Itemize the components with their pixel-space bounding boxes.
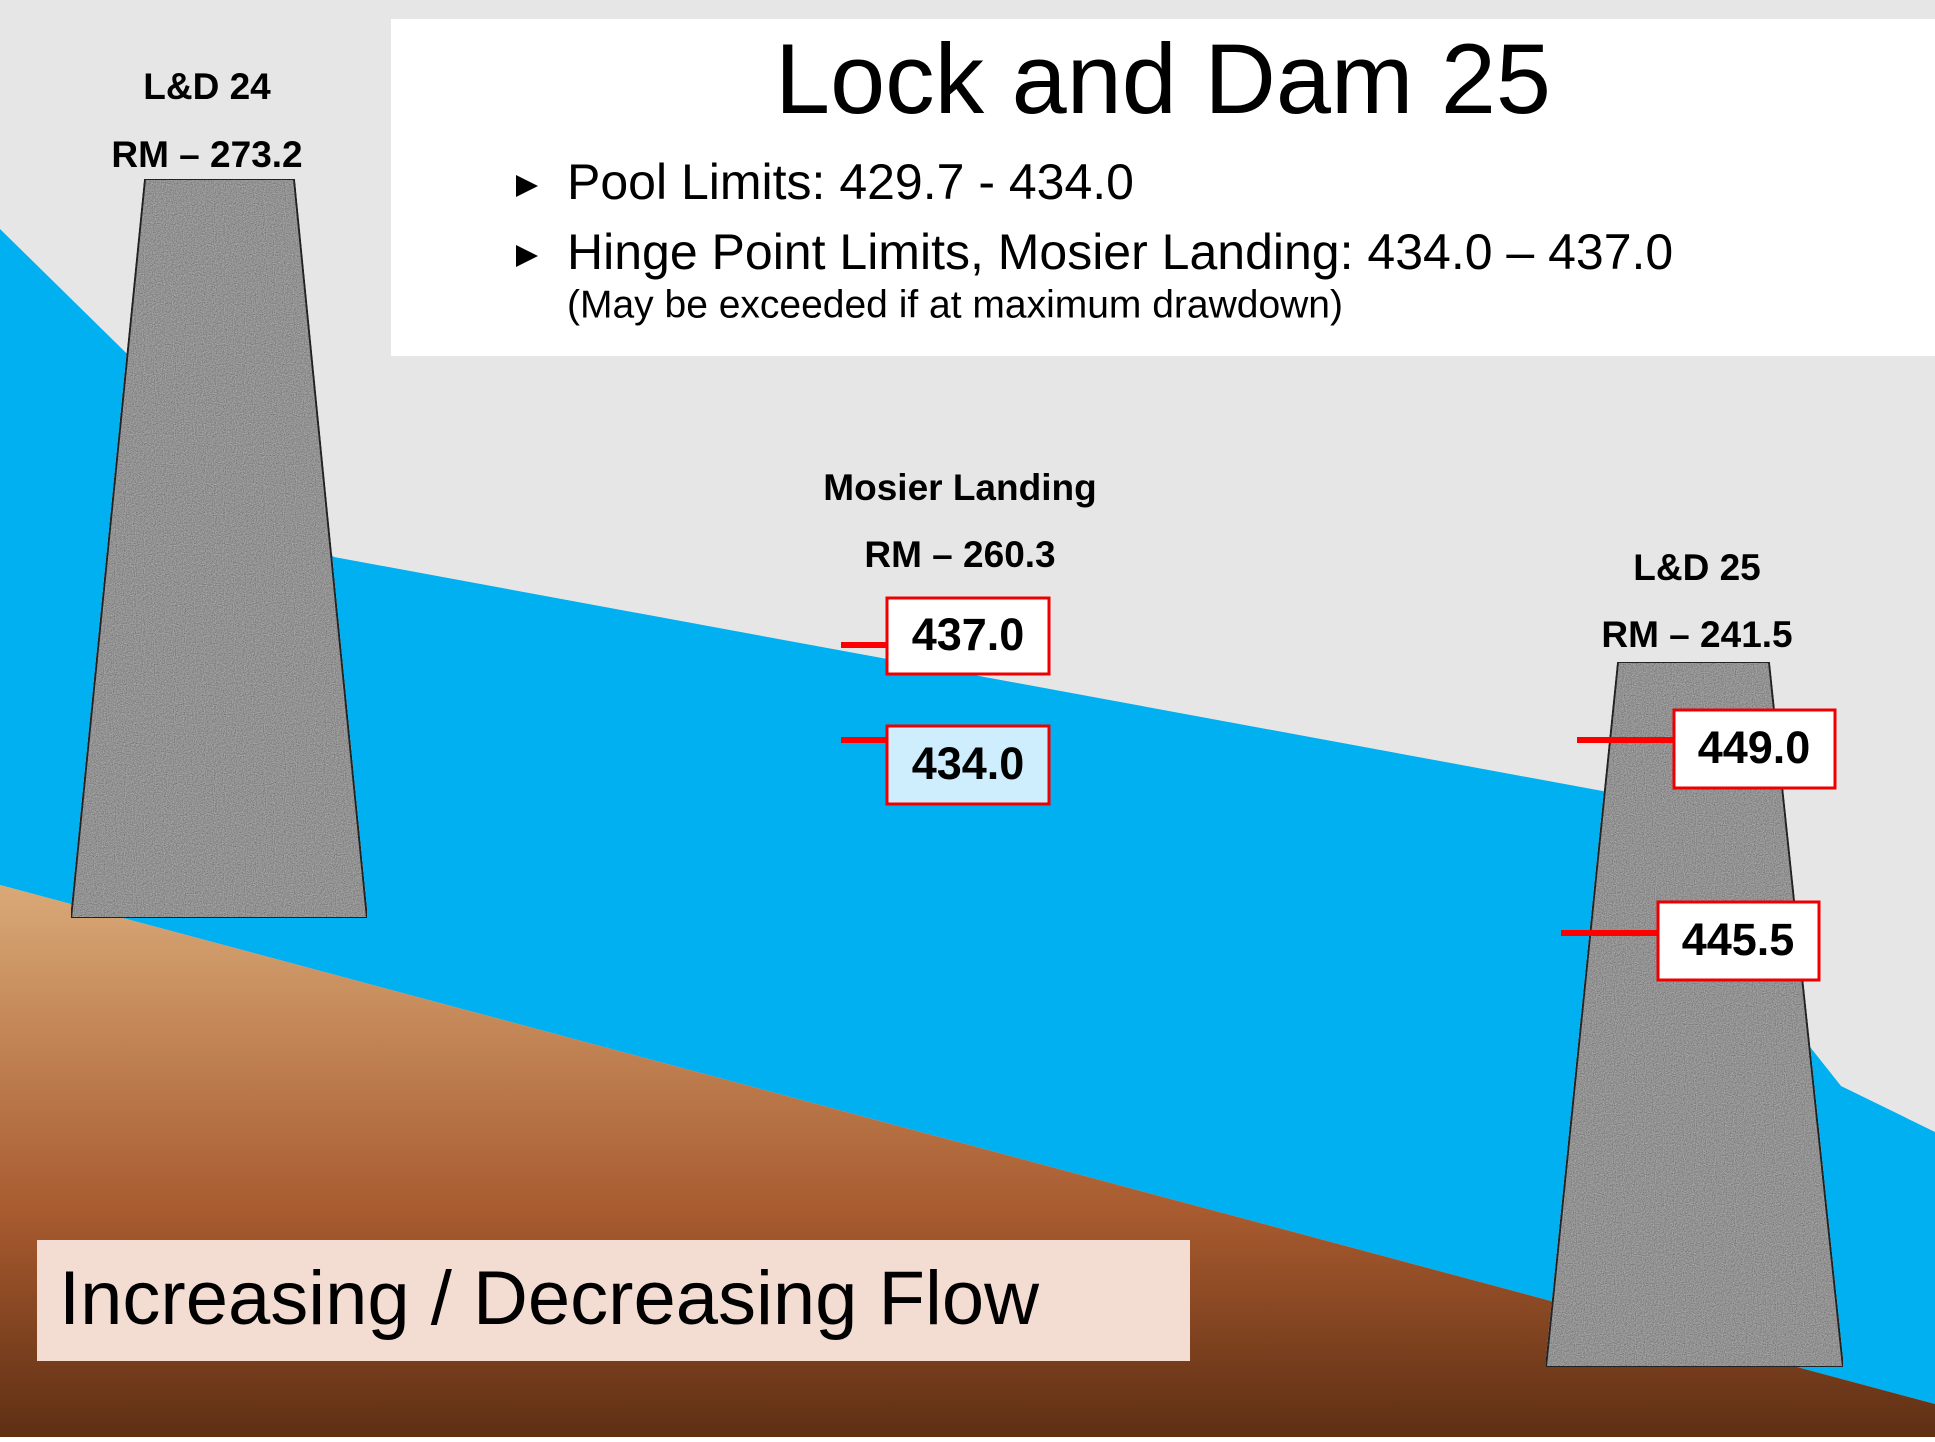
site-name: Mosier Landing <box>823 467 1096 508</box>
water <box>0 229 1935 1404</box>
title-panel <box>391 19 1935 356</box>
level-box <box>885 724 1051 806</box>
river-mile: RM – 260.3 <box>864 534 1055 575</box>
bullet-marker <box>516 245 538 267</box>
site-name: L&D 25 <box>1633 547 1760 588</box>
footer-panel <box>37 1240 1190 1361</box>
level-value: 434.0 <box>912 738 1025 789</box>
level-value: 437.0 <box>912 609 1025 660</box>
level-value: 445.5 <box>1682 914 1795 965</box>
level-box <box>1672 708 1837 790</box>
bullet-marker <box>516 175 538 197</box>
dam-25 <box>1544 661 1845 1368</box>
site-name: L&D 24 <box>143 66 271 107</box>
title: Lock and Dam 25 <box>775 23 1551 134</box>
dam-24 <box>69 178 369 919</box>
level-value: 449.0 <box>1698 722 1811 773</box>
bullet: Hinge Point Limits, Mosier Landing: 434.… <box>567 224 1673 280</box>
river-mile: RM – 273.2 <box>111 134 302 175</box>
river-mile: RM – 241.5 <box>1601 614 1792 655</box>
level-box <box>1656 900 1821 982</box>
bullet-note: (May be exceeded if at maximum drawdown) <box>567 283 1343 326</box>
bullet: Pool Limits: 429.7 - 434.0 <box>567 154 1134 210</box>
level-box <box>885 596 1051 676</box>
footer-text: Increasing / Decreasing Flow <box>59 1256 1040 1341</box>
